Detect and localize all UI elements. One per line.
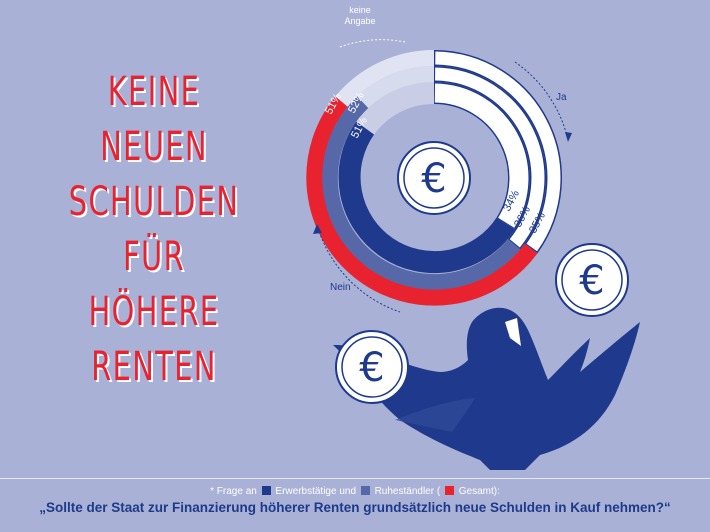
legend-swatch-erwerbstaetige: [261, 486, 271, 495]
svg-text:SCHULDEN: SCHULDEN: [71, 181, 242, 227]
note-erwerbstaetige: Erwerbstätige und: [275, 486, 357, 497]
euro-coins: € € €: [335, 141, 629, 404]
svg-text:FÜR: FÜR: [125, 234, 187, 282]
svg-text:RENTEN: RENTEN: [91, 344, 217, 390]
survey-note: * Frage an Erwerbstätige und Ruheständle…: [0, 486, 710, 497]
note-ruhestaendler: Ruheständler (: [374, 486, 441, 497]
svg-text:HÖHERE: HÖHERE: [91, 289, 222, 337]
eagle-illustration: [333, 307, 640, 470]
legend-swatch-ruhestaendler: [360, 486, 370, 495]
donut-chart: [306, 50, 562, 306]
label-ja: Ja: [556, 92, 567, 103]
arc-ja-fill-0: [434, 83, 529, 228]
svg-text:NEUEN: NEUEN: [100, 124, 208, 170]
arc-nein-0: [338, 121, 516, 274]
label-keine: keine: [349, 5, 371, 15]
arc-nein-2: [306, 96, 538, 306]
euro-coin-icon: €: [555, 243, 629, 317]
euro-coin-icon: €: [335, 330, 409, 404]
note-gesamt: Gesamt):: [458, 486, 500, 497]
svg-text:KEINE: KEINE: [108, 69, 200, 115]
label-nein: Nein: [330, 282, 351, 293]
svg-text:€: €: [579, 258, 604, 304]
category-label-keine-angabe: keine Angabe: [339, 5, 406, 48]
svg-text:RENTEN: RENTEN: [93, 346, 219, 392]
svg-text:SCHULDEN: SCHULDEN: [69, 179, 240, 225]
svg-text:HÖHERE: HÖHERE: [89, 287, 220, 335]
arc-ja-fill-1: [434, 67, 545, 248]
arc-keine-angabe-1: [357, 66, 435, 109]
svg-text:NEUEN: NEUEN: [102, 126, 210, 172]
survey-question: „Sollte der Staat zur Finanzierung höher…: [39, 500, 671, 515]
note-prefix: * Frage an: [210, 486, 257, 497]
arc-ja-fill-2: [435, 51, 561, 252]
euro-coin-icon: €: [397, 141, 471, 215]
svg-text:KEINE: KEINE: [110, 71, 202, 117]
svg-text:€: €: [421, 156, 446, 202]
category-label-ja: Ja: [514, 61, 572, 142]
label-angabe: Angabe: [344, 16, 375, 26]
footer-divider: [0, 478, 710, 479]
arc-nein-1: [321, 96, 521, 291]
legend-swatch-gesamt: [444, 486, 454, 495]
footer: * Frage an Erwerbstätige und Ruheständle…: [0, 478, 710, 532]
category-label-nein: Nein: [313, 224, 401, 313]
svg-text:FÜR: FÜR: [123, 232, 185, 280]
arc-keine-angabe-2: [335, 50, 435, 107]
arc-keine-angabe-0: [356, 81, 435, 135]
svg-text:€: €: [359, 345, 384, 391]
